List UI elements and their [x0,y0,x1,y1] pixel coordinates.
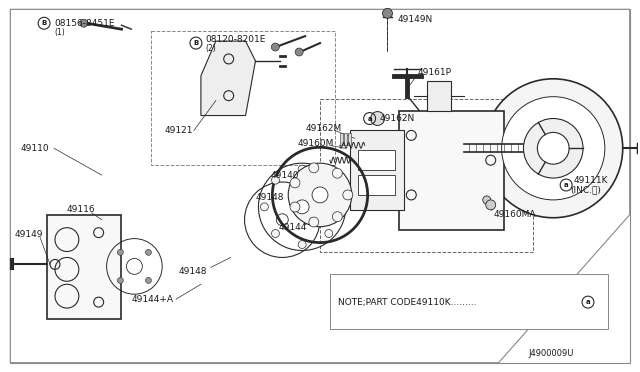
Text: (2): (2) [206,44,216,52]
Text: NOTE;PART CODE49110K.........: NOTE;PART CODE49110K......... [338,298,476,307]
Bar [350,131,404,210]
Circle shape [298,241,306,248]
Text: (INC.Ⓑ): (INC.Ⓑ) [570,186,601,195]
Circle shape [538,132,569,164]
Text: 49162M: 49162M [305,124,341,133]
Circle shape [145,278,152,283]
Bar [344,134,347,145]
Bar [151,31,335,165]
Circle shape [524,119,583,178]
Circle shape [484,79,623,218]
Bar [399,110,504,230]
Text: B: B [193,40,198,46]
Text: a: a [367,116,372,122]
Text: 49144+A: 49144+A [131,295,173,304]
Text: 49144: 49144 [278,223,307,232]
Circle shape [298,165,306,173]
Circle shape [309,163,319,173]
Text: 49111K: 49111K [573,176,607,185]
Bar [358,175,396,195]
Circle shape [80,19,88,27]
Text: 49161P: 49161P [417,68,451,77]
Text: a: a [586,299,590,305]
Circle shape [502,97,605,200]
Circle shape [271,176,280,184]
Bar [320,99,533,253]
Circle shape [309,217,319,227]
Text: 49149: 49149 [14,230,43,239]
Bar [427,81,451,110]
Circle shape [117,278,124,283]
Circle shape [271,230,280,237]
Bar [358,150,396,170]
Text: 49149N: 49149N [397,15,433,24]
Bar [330,274,608,329]
Circle shape [290,202,300,212]
Circle shape [483,196,491,204]
Text: B: B [42,20,47,26]
Circle shape [383,8,392,18]
Text: 49140: 49140 [270,171,299,180]
Polygon shape [201,41,255,116]
Text: 49110: 49110 [20,144,49,153]
Circle shape [117,249,124,255]
Circle shape [312,187,328,203]
Circle shape [295,48,303,56]
Circle shape [371,112,385,125]
Text: 49148: 49148 [255,193,284,202]
Text: 49160M: 49160M [297,139,333,148]
Text: a: a [564,182,568,188]
Text: 08120-8201E: 08120-8201E [206,35,266,44]
Circle shape [276,214,288,226]
Text: 08156-8451E: 08156-8451E [54,19,115,28]
Polygon shape [10,9,630,363]
Circle shape [290,178,300,188]
Text: J4900009U: J4900009U [529,349,574,358]
Circle shape [295,200,309,214]
Circle shape [332,168,342,178]
Circle shape [336,203,344,211]
Circle shape [260,203,268,211]
Text: 49116: 49116 [67,205,95,214]
Circle shape [288,163,352,227]
Text: 49148: 49148 [179,267,207,276]
Bar [340,134,343,145]
Text: (1): (1) [54,28,65,37]
Text: 49162N: 49162N [380,114,415,123]
Circle shape [486,200,495,210]
Circle shape [325,230,333,237]
Bar [348,134,351,145]
Circle shape [145,249,152,255]
Circle shape [325,176,333,184]
Circle shape [343,190,353,200]
Text: 49121: 49121 [164,126,193,135]
Circle shape [271,43,279,51]
Bar [47,215,122,319]
Text: 49160MA: 49160MA [493,210,536,219]
Circle shape [332,212,342,222]
